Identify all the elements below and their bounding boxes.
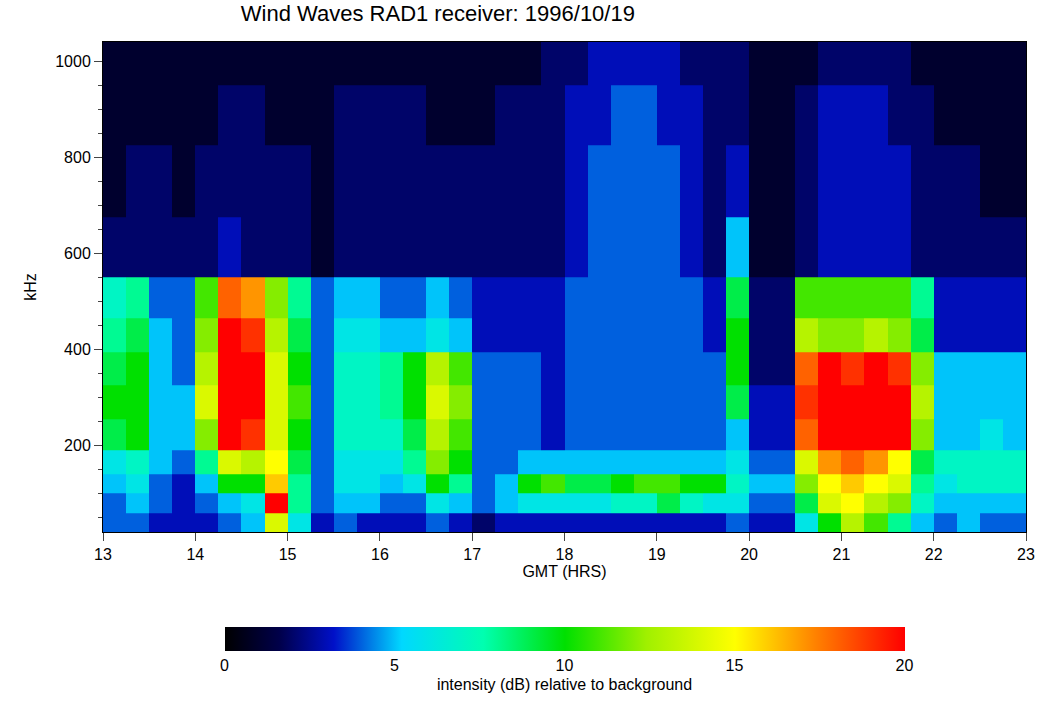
svg-text:20: 20 [740,546,758,563]
svg-text:20: 20 [896,657,914,674]
svg-text:0: 0 [220,657,229,674]
svg-text:23: 23 [1017,546,1035,563]
svg-text:19: 19 [648,546,666,563]
svg-text:Wind Waves RAD1 receiver: 1996: Wind Waves RAD1 receiver: 1996/10/19 [241,1,635,26]
svg-text:18: 18 [556,546,574,563]
svg-text:kHz: kHz [22,273,39,301]
svg-text:GMT (HRS): GMT (HRS) [522,563,606,580]
svg-text:15: 15 [279,546,297,563]
svg-text:16: 16 [371,546,389,563]
svg-text:15: 15 [726,657,744,674]
svg-text:22: 22 [925,546,943,563]
svg-text:14: 14 [186,546,204,563]
svg-text:200: 200 [64,437,91,454]
svg-text:800: 800 [64,149,91,166]
svg-text:600: 600 [64,245,91,262]
svg-text:5: 5 [390,657,399,674]
svg-text:10: 10 [556,657,574,674]
svg-text:400: 400 [64,341,91,358]
svg-text:21: 21 [833,546,851,563]
svg-text:1000: 1000 [55,53,91,70]
svg-text:13: 13 [94,546,112,563]
svg-text:intensity (dB) relative to bac: intensity (dB) relative to background [437,676,692,693]
svg-text:17: 17 [463,546,481,563]
